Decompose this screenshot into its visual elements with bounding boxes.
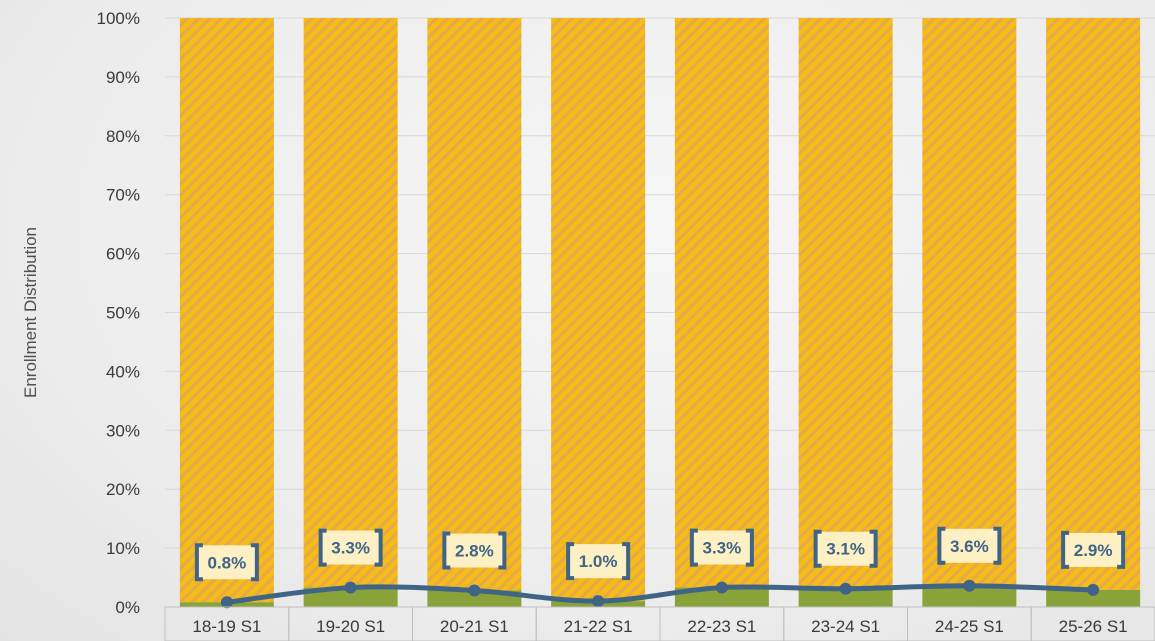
data-label: 3.1%: [813, 529, 878, 568]
share-line-path: [224, 583, 1096, 605]
data-label-bracket-left: [689, 528, 698, 567]
data-label-bracket-right: [1117, 530, 1126, 569]
data-label-bracket-right: [993, 526, 1002, 565]
y-tick-label: 10%: [106, 539, 140, 558]
data-label-bracket-right: [374, 528, 383, 567]
data-label: 2.9%: [1061, 530, 1126, 569]
share-line-point: [963, 579, 976, 592]
bar-segment-major: [1046, 18, 1141, 590]
data-label: 3.6%: [937, 526, 1002, 565]
data-label-text: 3.6%: [950, 537, 989, 556]
data-label: 3.3%: [318, 528, 383, 567]
x-tick-label: 25-26 S1: [1059, 617, 1128, 636]
y-axis-title: Enrollment Distribution: [21, 227, 40, 398]
y-tick-label: 40%: [106, 362, 140, 381]
share-line-point: [220, 596, 233, 609]
data-label: 2.8%: [442, 531, 507, 570]
data-label-text: 3.1%: [826, 540, 865, 559]
bar-segment-major: [551, 18, 646, 602]
bar-segment-minor: [922, 585, 1017, 607]
share-line-point: [344, 581, 357, 594]
data-label: 3.3%: [689, 528, 754, 567]
bar-segment-major: [179, 18, 274, 603]
y-tick-label: 100%: [97, 9, 140, 28]
bar-segment-major: [303, 18, 398, 588]
bar-segment-major: [798, 18, 893, 589]
data-labels: 0.8% 3.3% 2.8% 1.0% 3.3% 3.1% 3.6% 2.9%: [194, 526, 1126, 582]
data-label-bracket-left: [937, 526, 946, 565]
share-line-point: [592, 595, 605, 608]
data-label-bracket-right: [498, 531, 507, 570]
data-label-box: [1063, 532, 1124, 567]
share-line: [220, 579, 1100, 609]
data-label-bracket-left: [194, 543, 203, 582]
data-label-box: [939, 528, 1000, 563]
share-line-point: [468, 584, 481, 597]
y-tick-label: 80%: [106, 127, 140, 146]
bar-segment-minor: [1046, 589, 1141, 607]
bar-segment-major: [922, 18, 1017, 586]
data-label-text: 0.8%: [208, 553, 247, 572]
data-label-box: [815, 531, 876, 566]
data-label-bracket-right: [622, 542, 631, 581]
x-axis-categories: 18-19 S1 19-20 S1 20-21 S1 21-22 S1 22-23 S1…: [164, 606, 1155, 641]
y-tick-label: 0%: [115, 598, 140, 617]
data-label-bracket-left: [442, 531, 451, 570]
data-label-bracket-right: [745, 528, 754, 567]
data-label-text: 3.3%: [703, 539, 742, 558]
x-tick-label: 22-23 S1: [687, 617, 756, 636]
y-tick-label: 70%: [106, 186, 140, 205]
x-tick-label: 23-24 S1: [811, 617, 880, 636]
data-label-bracket-left: [813, 529, 822, 568]
data-label-text: 2.8%: [455, 542, 494, 561]
data-label-box: [568, 544, 629, 579]
data-label: 0.8%: [194, 543, 259, 582]
data-label-text: 3.3%: [331, 539, 370, 558]
share-line-point: [715, 581, 728, 594]
data-label-bracket-left: [1061, 530, 1070, 569]
x-tick-label: 24-25 S1: [935, 617, 1004, 636]
category-cell: [1030, 606, 1155, 641]
y-tick-label: 50%: [106, 304, 140, 323]
data-label-bracket-left: [566, 542, 575, 581]
y-tick-label: 90%: [106, 68, 140, 87]
data-label-box: [691, 530, 752, 565]
data-label-text: 2.9%: [1074, 541, 1113, 560]
x-tick-label: 20-21 S1: [440, 617, 509, 636]
data-label-bracket-right: [869, 529, 878, 568]
x-tick-label: 18-19 S1: [192, 617, 261, 636]
share-line-point: [839, 582, 852, 595]
y-tick-label: 30%: [106, 421, 140, 440]
bar-segment-major: [674, 18, 769, 588]
data-label-box: [444, 533, 505, 568]
y-axis-ticks: 0% 10% 20% 30% 40% 50% 60% 70% 80% 90% 100%: [97, 9, 140, 617]
data-label-box: [196, 545, 257, 580]
bar-segment-minor: [303, 587, 398, 607]
bar-segment-major: [427, 18, 522, 591]
data-label: 1.0%: [566, 542, 631, 581]
bar-segment-minor: [798, 588, 893, 607]
bar-segment-minor: [674, 587, 769, 607]
share-line-point: [1087, 583, 1100, 596]
data-label-bracket-right: [250, 543, 259, 582]
data-label-text: 1.0%: [579, 552, 618, 571]
data-label-box: [320, 530, 381, 565]
data-label-bracket-left: [318, 528, 327, 567]
y-tick-label: 20%: [106, 480, 140, 499]
x-tick-label: 19-20 S1: [316, 617, 385, 636]
x-tick-label: 21-22 S1: [564, 617, 633, 636]
y-tick-label: 60%: [106, 245, 140, 264]
